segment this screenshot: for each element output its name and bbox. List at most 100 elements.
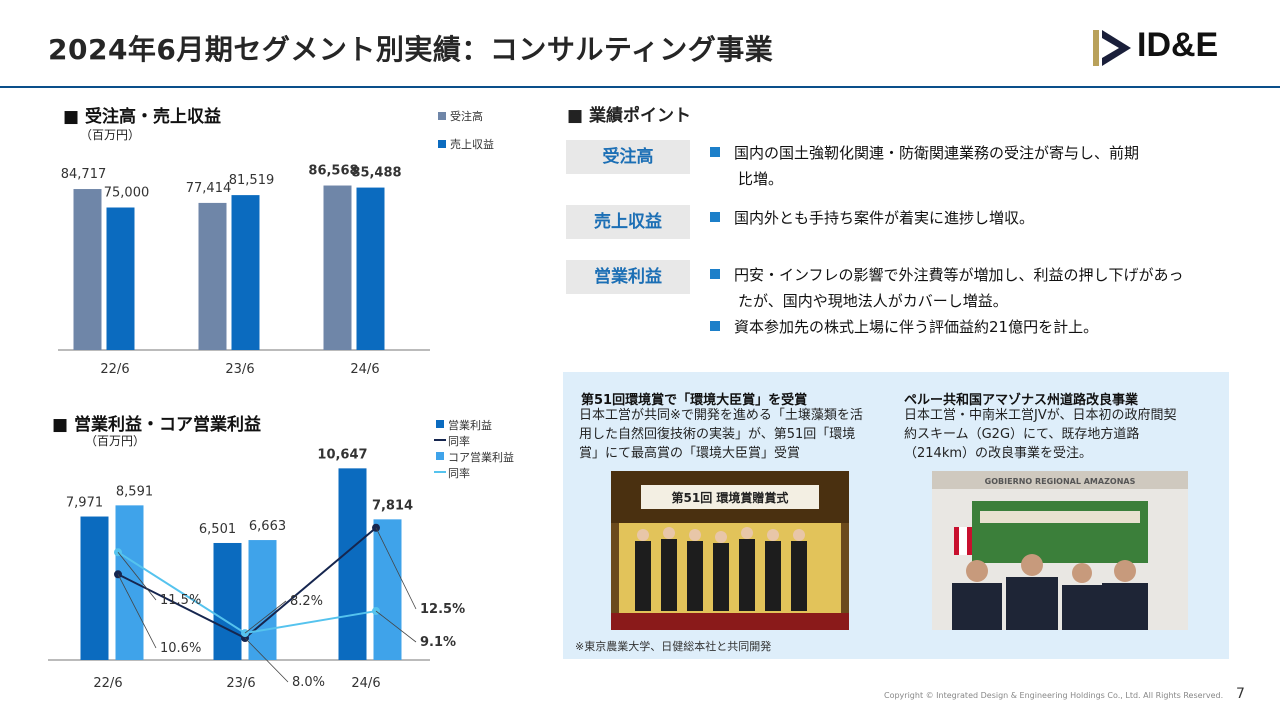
x-tick-label: 24/6: [351, 676, 380, 691]
x-tick-label: 23/6: [226, 676, 255, 691]
legend-label: 同率: [448, 466, 470, 480]
bar-revenue: [231, 195, 260, 350]
label-leader: [244, 637, 289, 683]
legend-label: 売上収益: [450, 137, 494, 151]
peru-body-line: 約スキーム（G2G）にて、既存地方道路: [904, 427, 1140, 442]
bar-orders: [323, 185, 352, 350]
label-leader: [117, 552, 157, 601]
footnote: ※東京農業大学、日健総本社と共同開発: [575, 640, 772, 653]
company-logo: ID&E: [1093, 26, 1243, 68]
data-label: 85,488: [351, 166, 401, 181]
points-key-revenue: 売上収益: [566, 205, 690, 239]
peru-signing-photo: GOBIERNO REGIONAL AMAZONAS: [932, 471, 1188, 630]
points-line: 円安・インフレの影響で外注費等が増加し、利益の押し下げがあっ: [734, 266, 1184, 284]
chart1-unit: （百万円）: [80, 128, 141, 142]
x-tick-label: 24/6: [350, 362, 379, 377]
bar-orders: [73, 189, 102, 350]
x-tick-label: 22/6: [93, 676, 122, 691]
label-leader: [375, 527, 417, 610]
bar-core-operating-profit: [248, 540, 277, 660]
points-line: 国内外とも手持ち案件が着実に進捗し増収。: [734, 209, 1035, 227]
award-body-line: 日本工営が共同※で開発を進める「土壌藻類を活: [579, 408, 863, 423]
legend-swatch: [436, 420, 444, 428]
margin-point: [372, 607, 380, 616]
award-body-line: 用した自然回復技術の実装」が、第51回「環境: [579, 427, 856, 442]
label-leader: [117, 574, 157, 649]
chart2-unit: （百万円）: [85, 434, 146, 448]
data-label: 6,663: [249, 519, 286, 534]
points-key-orders: 受注高: [566, 140, 690, 174]
award-banner-text: 第51回 環境賞贈賞式: [672, 490, 789, 505]
bar-core-operating-profit: [373, 519, 402, 660]
data-label: 7,971: [66, 496, 103, 511]
points-line: 比増。: [738, 170, 784, 188]
points-heading: ■ 業績ポイント: [567, 106, 691, 126]
data-label: 84,717: [61, 167, 107, 182]
legend-swatch: [436, 452, 444, 460]
bar-operating-profit: [338, 468, 367, 660]
x-tick-label: 22/6: [100, 362, 129, 377]
points-line: 国内の国土強靭化関連・防衛関連業務の受注が寄与し、前期: [734, 144, 1140, 162]
data-label: 81,519: [229, 173, 275, 188]
data-label: 6,501: [199, 522, 236, 537]
bar-core-operating-profit: [115, 505, 144, 660]
bullet-square-icon: [710, 321, 720, 331]
award-title: 第51回環境賞で「環境大臣賞」を受賞: [581, 393, 808, 408]
margin-label: 10.6%: [160, 641, 201, 656]
margin-line: [117, 526, 377, 640]
award-body-line: 賞」にて最高賞の「環境大臣賞」受賞: [579, 446, 801, 461]
header-divider: [0, 86, 1280, 88]
margin-label: 12.5%: [420, 602, 465, 617]
peru-banner-text: GOBIERNO REGIONAL AMAZONAS: [985, 477, 1136, 486]
points-text-profit: 円安・インフレの影響で外注費等が増加し、利益の押し下げがあっ たが、国内や現地法…: [710, 262, 1230, 340]
margin-label: 9.1%: [420, 635, 456, 650]
page-number: 7: [1236, 686, 1245, 702]
page-title: 2024年6月期セグメント別実績：コンサルティング事業: [48, 33, 774, 66]
peru-body-line: 日本工営・中南米工営JVが、日本初の政府間契: [904, 408, 1177, 423]
label-leader: [375, 610, 417, 643]
chart2-title: ■ 営業利益・コア営業利益: [52, 415, 261, 435]
award-ceremony-photo: 第51回 環境賞贈賞式: [611, 471, 849, 630]
points-line: 資本参加先の株式上場に伴う評価益約21億円を計上。: [734, 318, 1099, 336]
award-body: 日本工営が共同※で開発を進める「土壌藻類を活 用した自然回復技術の実装」が、第5…: [579, 406, 863, 463]
legend-label: 同率: [448, 434, 470, 448]
logo-text: ID&E: [1137, 26, 1219, 64]
peru-body-line: （214km）の改良事業を受注。: [904, 446, 1093, 461]
peru-title: ペルー共和国アマゾナス州道路改良事業: [904, 393, 1139, 408]
peru-body: 日本工営・中南米工営JVが、日本初の政府間契 約スキーム（G2G）にて、既存地方…: [904, 406, 1176, 463]
bullet-square-icon: [710, 269, 720, 279]
bar-orders: [198, 202, 227, 350]
margin-point: [114, 570, 122, 579]
legend-label: 営業利益: [448, 418, 492, 432]
operating-profit-chart: 7,971 6,501 10,647 8,591 6,663 7,814 22/6 23/6 2…: [48, 418, 514, 691]
orders-revenue-chart: 84,717 77,414 86,568 75,000 81,519 85,488 22/6…: [58, 109, 494, 377]
label-leader: [244, 600, 287, 634]
bar-operating-profit: [80, 516, 109, 660]
x-tick-label: 23/6: [225, 362, 254, 377]
data-label: 8,591: [116, 484, 153, 499]
points-text-orders: 国内の国土強靭化関連・防衛関連業務の受注が寄与し、前期 比増。: [710, 140, 1230, 192]
margin-label: 11.5%: [160, 593, 201, 608]
data-label: 77,414: [186, 181, 232, 196]
logo-mark-icon: [1093, 30, 1131, 66]
margin-label: 8.0%: [292, 675, 325, 690]
bar-operating-profit: [213, 542, 242, 660]
data-label: 75,000: [104, 186, 150, 201]
bar-revenue: [356, 187, 385, 350]
points-line: たが、国内や現地法人がカバーし増益。: [738, 292, 1008, 310]
chart1-title: ■ 受注高・売上収益: [63, 107, 221, 127]
copyright: Copyright © Integrated Design & Engineer…: [884, 691, 1224, 700]
legend-swatch: [438, 140, 446, 148]
data-label: 7,814: [372, 498, 413, 513]
data-label: 86,568: [308, 164, 358, 179]
bar-revenue: [106, 207, 135, 350]
data-label: 10,647: [317, 447, 367, 462]
margin-label: 8.2%: [290, 594, 323, 609]
legend-label: 受注高: [450, 109, 483, 123]
legend-label: コア営業利益: [448, 450, 514, 464]
points-key-profit: 営業利益: [566, 260, 690, 294]
bullet-square-icon: [710, 147, 720, 157]
bullet-square-icon: [710, 212, 720, 222]
legend-swatch: [438, 112, 446, 120]
points-text-revenue: 国内外とも手持ち案件が着実に進捗し増収。: [710, 205, 1230, 231]
